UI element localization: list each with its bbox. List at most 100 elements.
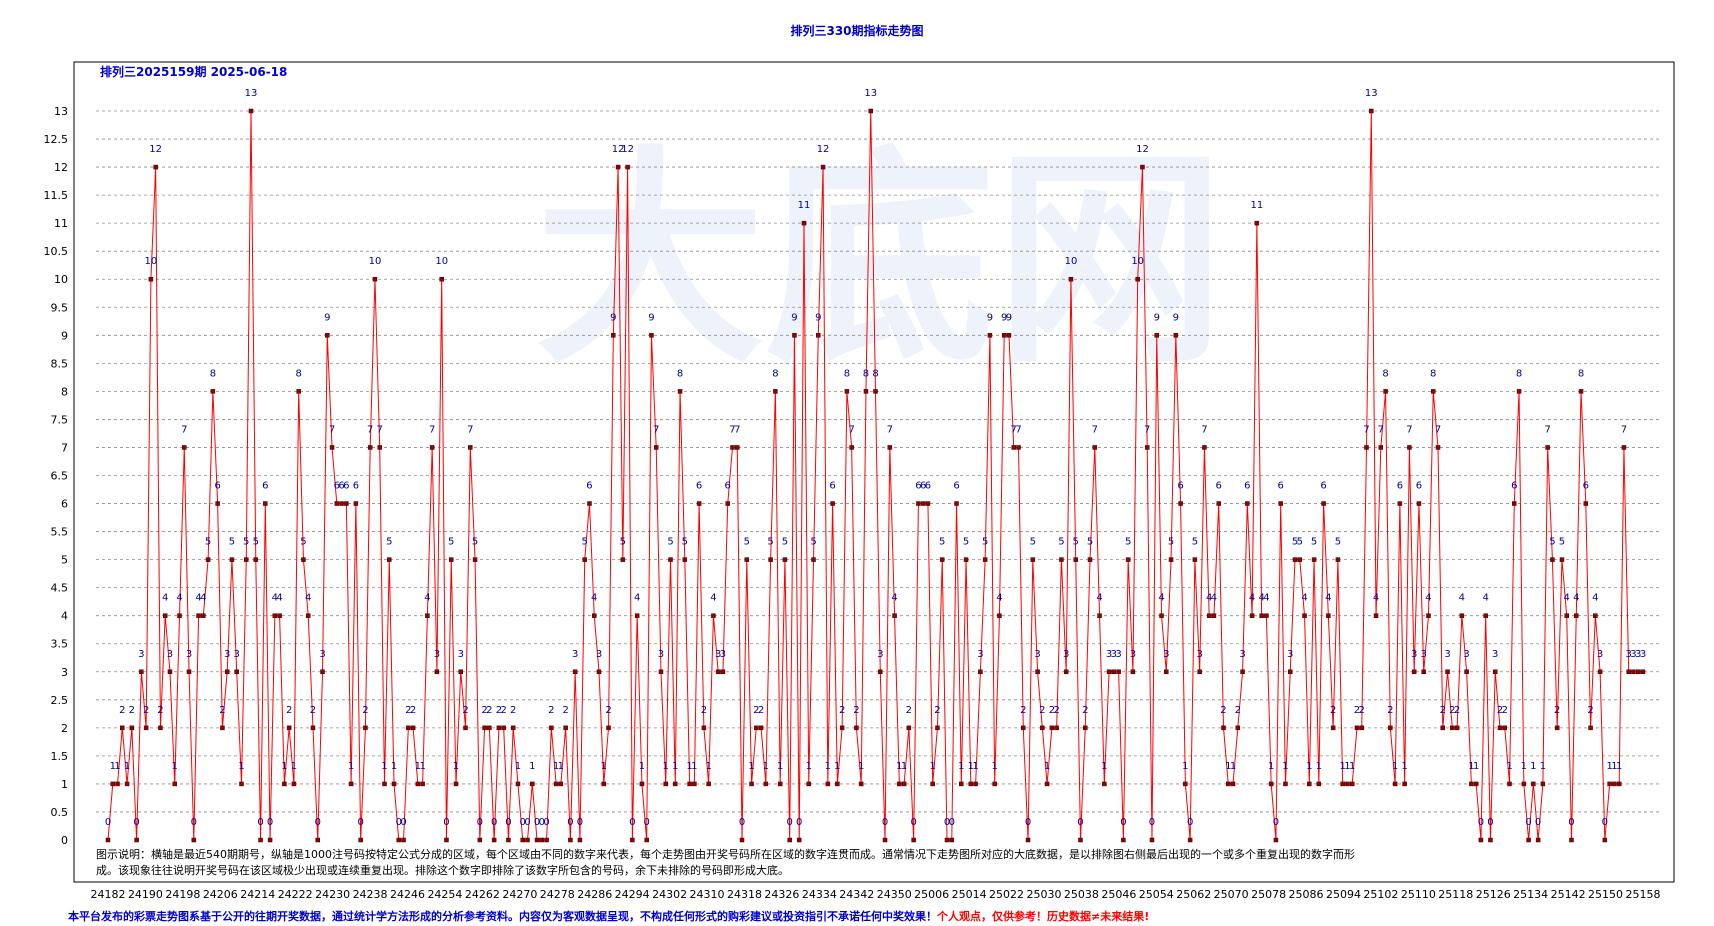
x-tick-label: 25046: [1101, 888, 1136, 901]
data-point: [172, 781, 177, 787]
data-label: 4: [276, 593, 282, 604]
data-label: 4: [1373, 593, 1379, 604]
data-point: [930, 781, 935, 787]
data-point: [1397, 501, 1403, 506]
data-label: 0: [567, 817, 573, 828]
data-point: [1583, 501, 1589, 506]
data-point: [1054, 725, 1059, 731]
data-point: [835, 781, 840, 787]
data-label: 2: [129, 705, 135, 716]
data-point: [196, 613, 201, 618]
data-label: 4: [305, 593, 311, 604]
y-tick-label: 3.5: [51, 638, 69, 651]
data-point: [611, 333, 616, 338]
data-point: [1178, 501, 1183, 506]
data-label: 2: [562, 705, 568, 716]
data-label: 3: [1444, 649, 1450, 660]
y-tick-label: 9.5: [51, 301, 69, 314]
data-label: 8: [844, 368, 850, 379]
data-point: [882, 837, 888, 843]
data-point: [1211, 613, 1217, 618]
data-label: 12: [1136, 144, 1149, 155]
data-label: 1: [114, 761, 120, 772]
data-point: [358, 837, 363, 843]
x-tick-label: 24350: [877, 888, 912, 901]
data-point: [1226, 781, 1231, 787]
data-label: 4: [891, 593, 897, 604]
data-point: [653, 445, 659, 450]
data-label: 7: [734, 424, 740, 435]
data-point: [992, 781, 997, 787]
data-point: [520, 837, 525, 843]
data-label: 3: [1421, 649, 1427, 660]
data-point: [939, 557, 945, 562]
y-tick-label: 6: [61, 498, 68, 511]
data-point: [1430, 389, 1436, 394]
data-label: 2: [1235, 705, 1241, 716]
watermark: 大底网: [535, 128, 1225, 395]
data-label: 12: [149, 144, 162, 155]
data-label: 1: [381, 761, 387, 772]
x-tick-label: 24222: [278, 888, 313, 901]
data-label: 1: [1392, 761, 1398, 772]
data-point: [1588, 725, 1593, 731]
data-label: 4: [424, 593, 430, 604]
page-title: 排列三330期指标走势图: [790, 24, 924, 38]
data-label: 3: [138, 649, 144, 660]
data-point: [1578, 389, 1584, 394]
data-label: 0: [443, 817, 449, 828]
data-label: 6: [920, 481, 926, 492]
data-label: 4: [1592, 593, 1598, 604]
data-label: 4: [162, 593, 168, 604]
data-point: [649, 333, 654, 338]
data-point: [763, 781, 769, 787]
data-label: 2: [1497, 705, 1503, 716]
data-point: [501, 725, 506, 731]
data-label: 0: [267, 817, 273, 828]
data-label: 1: [858, 761, 864, 772]
data-label: 1: [124, 761, 130, 772]
data-point: [1035, 669, 1040, 675]
data-point: [272, 613, 278, 618]
data-label: 0: [629, 817, 635, 828]
data-point: [582, 557, 587, 562]
data-point: [1240, 669, 1245, 675]
data-label: 6: [262, 481, 268, 492]
data-point: [496, 725, 502, 731]
x-tick-label: 24342: [839, 888, 874, 901]
data-point: [453, 781, 459, 787]
data-label: 0: [577, 817, 583, 828]
y-tick-label: 11: [54, 217, 68, 230]
data-label: 9: [610, 312, 616, 323]
data-label: 0: [400, 817, 406, 828]
data-point: [291, 781, 297, 787]
x-tick-label: 25022: [989, 888, 1024, 901]
data-point: [1531, 781, 1536, 787]
data-point: [1483, 613, 1488, 618]
data-label: 1: [672, 761, 678, 772]
x-tick-label: 25038: [1064, 888, 1099, 901]
data-label: 1: [281, 761, 287, 772]
data-label: 2: [286, 705, 292, 716]
data-label: 2: [605, 705, 611, 716]
data-label: 7: [1011, 424, 1017, 435]
data-label: 4: [1325, 593, 1331, 604]
data-point: [839, 725, 845, 731]
data-point: [1073, 557, 1078, 562]
data-point: [868, 108, 873, 114]
data-label: 4: [1425, 593, 1431, 604]
data-label: 4: [1249, 593, 1255, 604]
data-label: 1: [1225, 761, 1231, 772]
data-point: [935, 725, 940, 731]
data-point: [982, 557, 988, 562]
data-point: [587, 501, 592, 506]
data-point: [954, 501, 959, 506]
data-point: [1087, 557, 1093, 562]
data-label: 0: [357, 817, 363, 828]
data-point: [1469, 781, 1474, 787]
data-point: [825, 781, 831, 787]
data-label: 7: [1621, 424, 1627, 435]
data-label: 6: [696, 481, 702, 492]
data-label: 7: [887, 424, 893, 435]
data-point: [1454, 725, 1460, 731]
